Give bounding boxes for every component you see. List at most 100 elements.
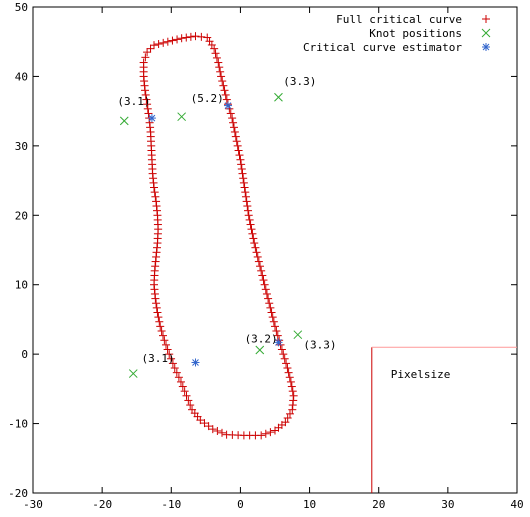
critical-curve-point xyxy=(237,160,246,169)
x-tick-label: -10 xyxy=(161,498,181,511)
critical-curve-point xyxy=(217,72,226,81)
critical-curve-point xyxy=(153,308,162,317)
critical-curve-point xyxy=(173,35,182,44)
critical-curve-point xyxy=(280,354,289,363)
critical-curve-point xyxy=(160,336,169,345)
critical-curve-point xyxy=(226,109,235,118)
critical-curve-point xyxy=(139,58,148,67)
critical-curve-point xyxy=(244,206,253,215)
critical-curve-point xyxy=(186,32,195,41)
critical-curve-point xyxy=(184,396,193,405)
critical-curve-point xyxy=(271,426,279,435)
series-knot-positions xyxy=(119,92,303,378)
critical-curve-point xyxy=(257,266,266,275)
knot-position-point xyxy=(274,92,283,102)
critical-curve-point xyxy=(238,169,247,178)
critical-curve-point xyxy=(210,44,219,53)
y-tick-label: 0 xyxy=(21,348,28,361)
critical-curve-point xyxy=(222,430,231,439)
critical-curve-point xyxy=(268,313,277,322)
critical-curve-point xyxy=(144,109,153,118)
legend-label: Full critical curve xyxy=(336,13,462,26)
critical-curve-point xyxy=(241,192,250,201)
critical-curve-point xyxy=(200,419,209,428)
critical-curve-point xyxy=(152,197,161,206)
critical-curve-point xyxy=(235,151,244,160)
annotations-layer: (3.1) (5.2) (3.3) (3.1) (3.2) (3.3) xyxy=(117,75,336,365)
y-tick-label: 40 xyxy=(15,70,28,83)
critical-curve-point xyxy=(265,299,274,308)
critical-curve-point xyxy=(150,41,158,50)
critical-curve-point xyxy=(282,359,291,368)
series-critical-curve-estimator xyxy=(147,101,283,367)
critical-curve-point xyxy=(240,183,249,192)
critical-curve-point xyxy=(218,77,227,86)
critical-curve-point xyxy=(167,354,176,363)
critical-curve-point xyxy=(264,294,273,303)
critical-curve-point xyxy=(243,202,252,211)
knot-label: (3.3) xyxy=(283,75,316,88)
knot-label: (5.2) xyxy=(191,92,224,105)
pixelsize-label: Pixelsize xyxy=(391,368,451,381)
x-tick-label: -30 xyxy=(23,498,43,511)
critical-curve-point xyxy=(182,391,191,400)
critical-curve-point xyxy=(283,414,292,423)
critical-curve-point xyxy=(271,322,279,331)
critical-curve-point xyxy=(176,377,185,386)
critical-curve-point xyxy=(168,359,177,368)
knot-label: (3.3) xyxy=(303,339,336,352)
critical-curve-point xyxy=(241,188,250,197)
knot-label: (3.1) xyxy=(142,352,175,365)
critical-curve-point xyxy=(250,239,259,248)
critical-curve-point xyxy=(248,229,257,238)
critical-curve-point xyxy=(229,123,238,132)
critical-curve-point xyxy=(261,429,270,438)
critical-curve-point xyxy=(279,350,288,359)
critical-curve-point xyxy=(186,401,195,410)
critical-curve-point xyxy=(188,405,197,414)
estimator-point xyxy=(147,114,156,123)
y-tick-label: 30 xyxy=(15,140,28,153)
critical-curve-point xyxy=(154,40,163,49)
critical-curve-point xyxy=(287,382,296,391)
critical-curve-point xyxy=(247,225,256,234)
critical-curve-point xyxy=(158,331,167,340)
critical-curve-point xyxy=(266,428,275,437)
estimator-point xyxy=(191,358,200,367)
critical-curve-point xyxy=(163,37,172,46)
critical-curve-point xyxy=(154,313,163,322)
critical-curve-point xyxy=(221,90,230,99)
critical-curve-point xyxy=(180,387,189,396)
critical-curve-point xyxy=(208,425,217,434)
pixelsize-inset: Pixelsize xyxy=(371,346,517,493)
critical-curve-point xyxy=(242,197,251,206)
critical-curve-point xyxy=(288,387,297,396)
critical-curve-point xyxy=(277,345,286,354)
critical-curve-point xyxy=(155,317,164,326)
critical-curve-point xyxy=(141,90,150,99)
critical-curve-point xyxy=(256,262,265,271)
critical-curve-point xyxy=(253,252,262,261)
critical-curve-point xyxy=(143,48,152,57)
critical-curve-point xyxy=(211,49,220,58)
critical-curve-point xyxy=(272,327,281,335)
critical-curve-point xyxy=(284,368,293,377)
critical-curve-point xyxy=(174,373,183,382)
critical-curve-point xyxy=(249,234,258,243)
x-tick-label: 0 xyxy=(237,498,244,511)
x-tick-label: 30 xyxy=(441,498,454,511)
critical-curve-point xyxy=(197,32,206,41)
critical-curve-point xyxy=(254,257,263,266)
critical-curve-point xyxy=(191,32,200,41)
critical-curve-point xyxy=(143,104,152,113)
legend-label: Knot positions xyxy=(369,27,462,40)
critical-curve-point xyxy=(163,345,172,354)
plot-frame xyxy=(32,6,518,494)
critical-curve-point xyxy=(141,53,150,62)
critical-curve-point xyxy=(273,331,282,340)
critical-curve-point xyxy=(143,100,152,109)
critical-curve-point xyxy=(285,373,294,382)
y-tick-label: 10 xyxy=(15,279,28,292)
